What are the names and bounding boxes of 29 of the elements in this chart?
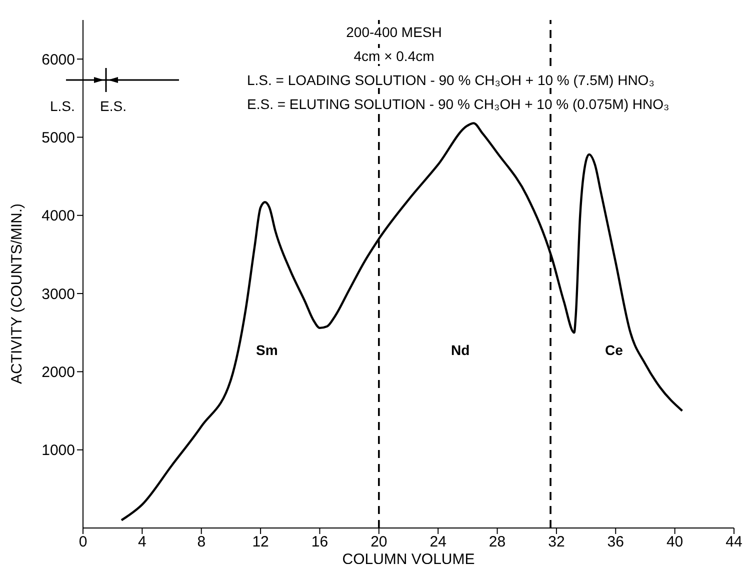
x-tick-label: 36: [607, 534, 624, 551]
y-tick-label: 1000: [42, 442, 75, 460]
y-tick-label: 2000: [42, 364, 75, 382]
x-tick-label: 8: [197, 534, 206, 551]
annotation: Sm: [256, 342, 278, 358]
x-tick-label: 40: [666, 534, 684, 551]
x-tick-label: 0: [78, 534, 88, 551]
x-tick-label: 20: [370, 534, 388, 551]
annotation: Ce: [605, 342, 623, 358]
annotation: L.S. = LOADING SOLUTION - 90 % CH₃OH + 10 % (7.5M) HNO₃: [244, 72, 658, 88]
annotation: 4cm × 0.4cm: [350, 48, 438, 64]
x-tick-label: 12: [252, 534, 269, 551]
y-tick-label: 5000: [42, 130, 75, 147]
y-tick-label: 6000: [42, 51, 75, 68]
annotation: 200-400 MESH: [343, 24, 445, 40]
annotation: E.S.: [100, 98, 126, 114]
x-axis-title: COLUMN VOLUME: [342, 551, 475, 568]
y-tick-label: 3000: [42, 286, 75, 303]
annotation: E.S. = ELUTING SOLUTION - 90 % CH₃OH + 10 % (0.075M) HNO₃: [244, 96, 672, 112]
x-tick-label: 32: [548, 534, 565, 551]
y-tick-label: 4000: [42, 208, 75, 225]
x-tick-label: 44: [726, 534, 742, 551]
x-tick-label: 28: [488, 534, 506, 551]
text: L.S.: [50, 98, 75, 114]
x-tick-label: 4: [138, 534, 146, 551]
y-axis-title: ACTIVITY (COUNTS/MIN.): [8, 203, 26, 384]
x-tick-label: 24: [430, 534, 446, 551]
annotation: Nd: [451, 342, 470, 358]
x-tick-label: 16: [311, 534, 328, 551]
